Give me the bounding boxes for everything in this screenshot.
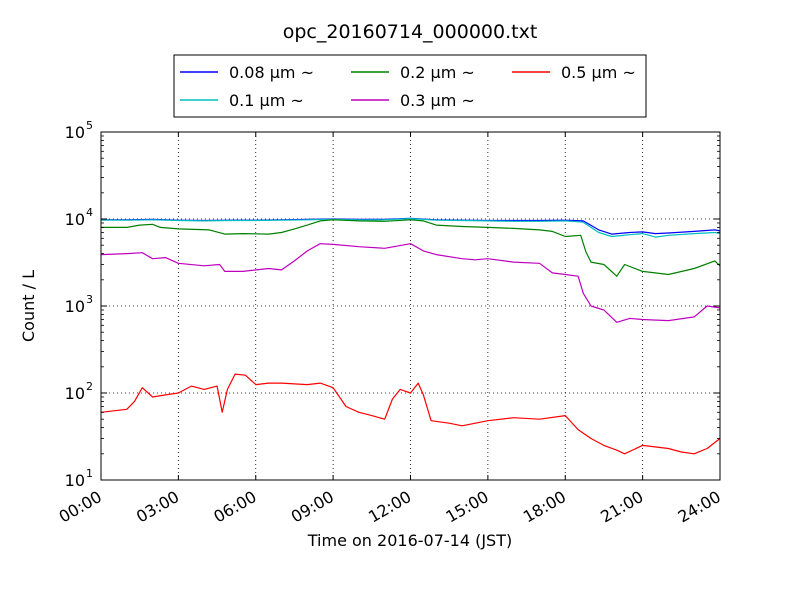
legend-entry: 0.2 µm ~ <box>351 63 475 82</box>
legend-entry: 0.3 µm ~ <box>351 91 475 110</box>
y-tick-base: 10 <box>65 123 85 142</box>
series-line-4 <box>100 373 721 455</box>
y-tick-label: 10 5 <box>65 119 93 142</box>
y-tick-base: 10 <box>65 210 85 229</box>
series-line-2 <box>101 219 721 277</box>
x-axis-label: Time on 2016-07-14 (JST) <box>307 531 512 550</box>
y-tick-label: 10 1 <box>65 467 93 490</box>
y-tick-exponent: 3 <box>86 293 93 306</box>
legend-entry: 0.08 µm ~ <box>180 63 314 82</box>
chart-title: opc_20160714_000000.txt <box>283 21 538 43</box>
legend-label: 0.5 µm ~ <box>561 63 636 82</box>
series-line-1 <box>101 218 721 238</box>
y-tick-label: 10 4 <box>65 206 93 229</box>
y-tick-base: 10 <box>65 471 85 490</box>
legend-label: 0.1 µm ~ <box>229 91 304 110</box>
legend-box <box>173 54 647 118</box>
y-tick-exponent: 2 <box>86 380 93 393</box>
y-tick-exponent: 1 <box>86 467 93 480</box>
legend-entry: 0.1 µm ~ <box>180 91 304 110</box>
legend-label: 0.2 µm ~ <box>400 63 475 82</box>
y-tick-exponent: 4 <box>86 206 93 219</box>
legend-entry: 0.5 µm ~ <box>512 63 636 82</box>
plot-area-frame <box>100 131 721 481</box>
y-tick-base: 10 <box>65 384 85 403</box>
y-tick-label: 10 2 <box>65 380 93 403</box>
y-tick-base: 10 <box>65 297 85 316</box>
legend-label: 0.08 µm ~ <box>229 63 314 82</box>
legend-label: 0.3 µm ~ <box>400 91 475 110</box>
y-tick-label: 10 3 <box>65 293 93 316</box>
y-axis-label: Count / L <box>19 270 38 342</box>
legend: 0.08 µm ~ 0.2 µm ~ 0.5 µm ~ 0.1 µm ~ 0.3 µm … <box>173 54 647 118</box>
series-line-3 <box>100 243 721 323</box>
y-tick-exponent: 5 <box>86 119 93 132</box>
series-layer <box>100 217 721 455</box>
